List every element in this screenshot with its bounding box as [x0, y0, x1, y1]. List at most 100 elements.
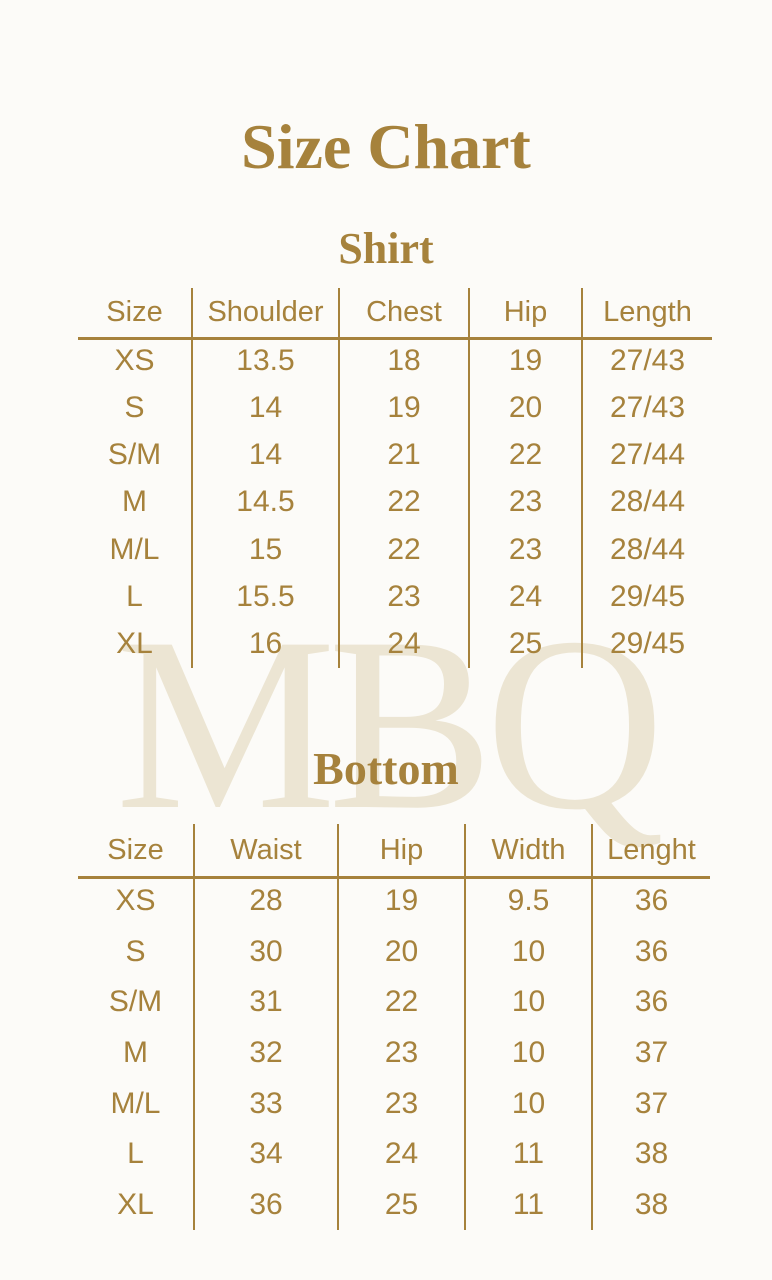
- table-column-shoulder: Shoulder 13.5 14 14 14.5 15 15.5 16: [191, 288, 338, 668]
- measurement-cell: 29/45: [609, 580, 686, 614]
- measurement-cell: 22: [384, 985, 419, 1019]
- measurement-cell: 20: [508, 390, 543, 424]
- size-label-cell: M: [123, 1035, 148, 1069]
- size-label-cell: S/M: [107, 438, 162, 472]
- column-header: Hip: [503, 296, 548, 328]
- measurement-cell: 15: [248, 532, 283, 566]
- measurement-cell: 14: [248, 438, 283, 472]
- size-label-cell: L: [126, 580, 143, 614]
- table-column-size: Size XS S S/M M M/L L XL: [78, 824, 193, 1230]
- measurement-cell: 19: [384, 884, 419, 918]
- measurement-cell: 27/44: [609, 438, 686, 472]
- column-cells: 18 19 21 22 22 23 24: [340, 337, 468, 668]
- column-cells: 19 20 22 23 23 24 25: [339, 876, 464, 1230]
- measurement-cell: 23: [384, 1086, 419, 1120]
- column-header: Lenght: [607, 833, 696, 866]
- measurement-cell: 23: [384, 1035, 419, 1069]
- measurement-cell: 20: [384, 934, 419, 968]
- size-label-cell: XL: [116, 627, 153, 661]
- measurement-cell: 19: [387, 390, 421, 424]
- size-label-cell: M/L: [109, 532, 160, 566]
- measurement-cell: 9.5: [507, 884, 550, 918]
- column-header: Chest: [366, 296, 442, 328]
- measurement-cell: 10: [511, 1035, 546, 1069]
- measurement-cell: 19: [508, 343, 543, 377]
- size-label-cell: XL: [117, 1187, 154, 1221]
- measurement-cell: 28/44: [609, 532, 686, 566]
- column-cells: XS S S/M M M/L L XL: [78, 337, 191, 668]
- measurement-cell: 25: [508, 627, 543, 661]
- measurement-cell: 10: [511, 985, 546, 1019]
- table-column-hip: Hip 19 20 22 23 23 24 25: [337, 824, 464, 1230]
- measurement-cell: 30: [249, 934, 283, 968]
- measurement-cell: 22: [387, 532, 421, 566]
- measurement-cell: 33: [249, 1086, 283, 1120]
- measurement-cell: 24: [384, 1137, 419, 1171]
- bottom-section-heading: Bottom: [313, 743, 459, 795]
- size-label-cell: M/L: [110, 1086, 161, 1120]
- measurement-cell: 23: [508, 532, 543, 566]
- measurement-cell: 31: [249, 985, 283, 1019]
- measurement-cell: 38: [634, 1187, 669, 1221]
- measurement-cell: 14.5: [236, 485, 295, 519]
- shirt-section-heading: Shirt: [338, 223, 434, 273]
- measurement-cell: 16: [248, 627, 283, 661]
- size-label-cell: L: [127, 1137, 144, 1171]
- table-column-lenght: Lenght 36 36 36 37 37 38 38: [591, 824, 710, 1230]
- measurement-cell: 14: [248, 390, 283, 424]
- column-header: Width: [491, 833, 566, 866]
- column-header: Size: [106, 296, 163, 328]
- measurement-cell: 37: [634, 1035, 669, 1069]
- page-title: Size Chart: [241, 110, 531, 182]
- header-divider-line: [78, 876, 710, 879]
- table-column-length: Length 27/43 27/43 27/44 28/44 28/44 29/45 29/4…: [581, 288, 712, 668]
- measurement-cell: 27/43: [609, 343, 686, 377]
- measurement-cell: 27/43: [609, 390, 686, 424]
- measurement-cell: 38: [634, 1137, 669, 1171]
- size-label-cell: S/M: [108, 985, 163, 1019]
- shirt-size-table: Size XS S S/M M M/L L XL Shoulder 13.5 14 14 14.5 15 1…: [78, 288, 712, 668]
- measurement-cell: 36: [634, 985, 669, 1019]
- measurement-cell: 36: [249, 1187, 283, 1221]
- bottom-size-table: Size XS S S/M M M/L L XL Waist 28 30 31 32 33 34 36 Hip 1…: [78, 824, 710, 1230]
- measurement-cell: 25: [384, 1187, 419, 1221]
- measurement-cell: 13.5: [236, 343, 295, 377]
- table-column-width: Width 9.5 10 10 10 10 11 11: [464, 824, 591, 1230]
- column-cells: XS S S/M M M/L L XL: [78, 876, 193, 1230]
- column-cells: 27/43 27/43 27/44 28/44 28/44 29/45 29/45: [583, 337, 712, 668]
- column-cells: 19 20 22 23 23 24 25: [470, 337, 581, 668]
- column-header: Hip: [379, 833, 424, 866]
- measurement-cell: 37: [634, 1086, 669, 1120]
- column-header: Length: [603, 296, 692, 328]
- measurement-cell: 36: [634, 934, 669, 968]
- measurement-cell: 22: [387, 485, 421, 519]
- column-cells: 9.5 10 10 10 10 11 11: [466, 876, 591, 1230]
- column-cells: 36 36 36 37 37 38 38: [593, 876, 710, 1230]
- size-label-cell: XS: [114, 343, 155, 377]
- measurement-cell: 32: [249, 1035, 283, 1069]
- measurement-cell: 11: [512, 1137, 545, 1171]
- measurement-cell: 18: [387, 343, 421, 377]
- measurement-cell: 29/45: [609, 627, 686, 661]
- size-label-cell: XS: [115, 884, 156, 918]
- measurement-cell: 23: [387, 580, 421, 614]
- size-label-cell: M: [122, 485, 147, 519]
- column-cells: 13.5 14 14 14.5 15 15.5 16: [193, 337, 338, 668]
- column-header: Size: [107, 833, 164, 866]
- table-column-size: Size XS S S/M M M/L L XL: [78, 288, 191, 668]
- measurement-cell: 10: [511, 1086, 546, 1120]
- measurement-cell: 11: [512, 1187, 545, 1221]
- measurement-cell: 24: [387, 627, 421, 661]
- size-label-cell: S: [124, 390, 145, 424]
- measurement-cell: 21: [387, 438, 421, 472]
- measurement-cell: 22: [508, 438, 543, 472]
- header-divider-line: [78, 337, 712, 340]
- measurement-cell: 34: [249, 1137, 283, 1171]
- measurement-cell: 23: [508, 485, 543, 519]
- column-header: Shoulder: [207, 296, 324, 328]
- measurement-cell: 28: [249, 884, 283, 918]
- measurement-cell: 28/44: [609, 485, 686, 519]
- measurement-cell: 36: [634, 884, 669, 918]
- measurement-cell: 10: [511, 934, 546, 968]
- column-cells: 28 30 31 32 33 34 36: [195, 876, 337, 1230]
